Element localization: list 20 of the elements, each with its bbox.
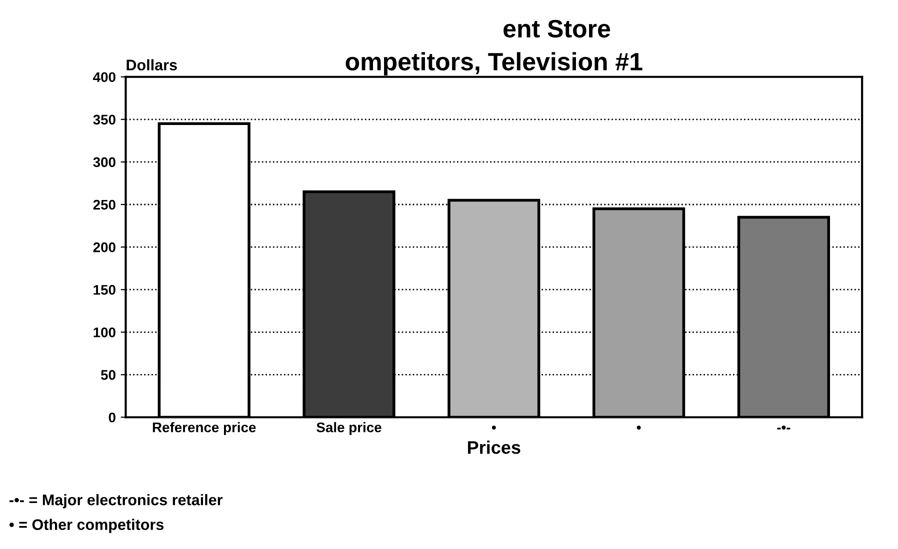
y-tick-label: 350 <box>93 114 116 125</box>
y-tick-label: 0 <box>108 412 116 422</box>
y-tick-label: 150 <box>94 284 116 295</box>
y-tick-label: 400 <box>93 72 116 82</box>
x-axis-title: Prices <box>468 440 520 454</box>
x-tick-label: Sale price <box>316 422 382 436</box>
x-tick-label: Reference price <box>152 422 256 436</box>
y-tick-label: 250 <box>93 200 116 210</box>
chart-title: ent Store <box>504 20 610 38</box>
y-tick-label: 50 <box>100 370 116 380</box>
text: • = Other competitors <box>9 518 164 534</box>
y-tick-label: 300 <box>93 157 116 168</box>
x-tick-label: • <box>492 426 496 430</box>
x-tick-label: • <box>636 426 641 430</box>
y-tick-label: 200 <box>93 242 116 252</box>
y-tick-label: 100 <box>94 327 116 338</box>
chart-subtitle: ompetitors, Television #1 <box>346 52 642 76</box>
y-axis-title: Dollars <box>126 59 177 70</box>
text: -•- = Major electronics retailer <box>10 494 223 508</box>
x-tick-label: -•- <box>777 426 790 430</box>
